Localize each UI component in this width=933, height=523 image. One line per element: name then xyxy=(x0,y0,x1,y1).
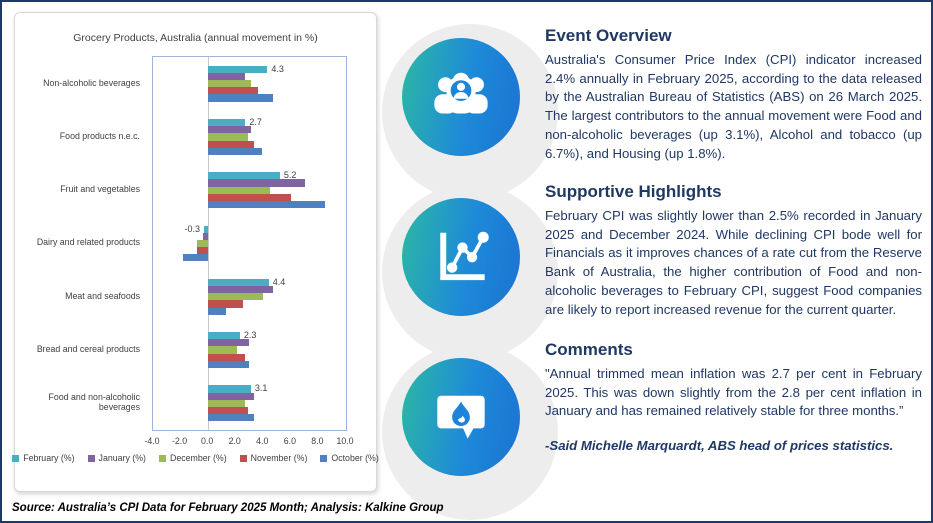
bar-february xyxy=(204,225,209,233)
bar-february xyxy=(208,65,268,73)
bar-january xyxy=(202,232,209,240)
bar-december xyxy=(208,186,271,194)
bar-february xyxy=(208,332,240,340)
legend-swatch xyxy=(158,454,166,462)
legend-label: November (%) xyxy=(250,453,308,463)
section-comments: Comments "Annual trimmed mean inflation … xyxy=(545,340,922,456)
legend-swatch xyxy=(12,454,20,462)
bar-data-label: 4.3 xyxy=(271,63,284,74)
bar-january xyxy=(208,339,250,347)
bar-december xyxy=(197,239,209,248)
bar-october xyxy=(183,254,209,262)
legend-item: January (%) xyxy=(87,453,146,463)
x-tick-label: -2.0 xyxy=(171,436,188,446)
x-tick-label: 6.0 xyxy=(283,436,296,446)
bar-data-label: -0.3 xyxy=(184,223,200,234)
bar-february xyxy=(208,172,280,180)
category-label: Fruit and vegetables xyxy=(60,184,140,195)
legend-label: October (%) xyxy=(331,453,379,463)
bar-december xyxy=(208,80,251,88)
x-tick-label: 0.0 xyxy=(201,436,214,446)
chart-card: Grocery Products, Australia (annual move… xyxy=(12,12,379,492)
category-label: Meat and seafoods xyxy=(65,290,140,301)
bar-january xyxy=(208,126,251,134)
section-body: Australia's Consumer Price Index (CPI) i… xyxy=(545,52,922,161)
section-body: "Annual trimmed mean inflation was 2.7 p… xyxy=(545,366,922,419)
legend-item: October (%) xyxy=(320,453,379,463)
bar-data-label: 3.1 xyxy=(254,383,268,394)
bar-december xyxy=(208,293,264,301)
x-tick-label: -4.0 xyxy=(144,436,160,446)
plot-area: 4.3 2.7 5.2 -0.3 4.4 2.3 3.1 xyxy=(152,56,347,431)
bar-october xyxy=(208,414,254,422)
legend-label: December (%) xyxy=(169,453,227,463)
bar-data-label: 2.3 xyxy=(243,330,257,341)
x-tick-label: 10.0 xyxy=(336,436,354,446)
quote-attribution: -Said Michelle Marquardt, ABS head of pr… xyxy=(545,438,894,454)
bar-october xyxy=(208,201,326,209)
bar-data-label: 2.7 xyxy=(249,116,262,127)
section-body: February CPI was slightly lower than 2.5… xyxy=(545,208,922,317)
section-supportive-highlights: Supportive Highlights February CPI was s… xyxy=(545,182,922,319)
category-label: Bread and cereal products xyxy=(36,344,140,355)
bar-data-label: 4.4 xyxy=(272,276,286,287)
bar-january xyxy=(208,285,273,294)
source-note: Source: Australia’s CPI Data for Februar… xyxy=(12,502,444,514)
zero-axis-line xyxy=(208,57,210,430)
bar-december xyxy=(208,346,238,354)
bar-november xyxy=(208,353,246,361)
bar-november xyxy=(208,300,243,308)
chart-title: Grocery Products, Australia (annual move… xyxy=(73,32,318,44)
bar-october xyxy=(208,94,273,102)
legend-swatch xyxy=(320,454,328,462)
event-overview-badge xyxy=(402,38,520,156)
x-tick-label: 8.0 xyxy=(311,436,324,446)
legend-swatch xyxy=(87,454,95,462)
bar-january xyxy=(208,72,246,81)
x-axis-ticks: -4.0 -2.0 0.0 2.0 4.0 6.0 8.0 10.0 xyxy=(144,436,353,448)
bar-data-label: 5.2 xyxy=(283,170,297,181)
bar-october xyxy=(208,147,262,155)
bar-january xyxy=(208,392,254,400)
comment-flame-icon xyxy=(424,378,498,457)
section-heading: Comments xyxy=(545,340,633,359)
legend-swatch xyxy=(239,454,247,462)
bar-december xyxy=(208,133,249,141)
bar-november xyxy=(197,247,209,255)
category-label: Food and non-alcoholic beverages xyxy=(48,392,140,413)
bar-october xyxy=(208,360,250,369)
chart-category-labels: Non-alcoholic beverages Food products n.e… xyxy=(21,56,147,429)
bar-november xyxy=(208,87,258,95)
bar-february xyxy=(208,385,251,393)
legend-item: November (%) xyxy=(239,453,308,463)
section-heading: Supportive Highlights xyxy=(545,182,722,201)
bar-february xyxy=(208,278,269,286)
bar-october xyxy=(208,307,227,315)
category-label: Non-alcoholic beverages xyxy=(43,77,140,88)
bar-february xyxy=(208,118,246,127)
line-chart-icon xyxy=(424,218,498,297)
category-label: Food products n.e.c. xyxy=(59,130,140,141)
section-event-overview: Event Overview Australia's Consumer Pric… xyxy=(545,26,922,163)
comments-badge xyxy=(402,358,520,476)
legend-label: January (%) xyxy=(98,453,146,463)
supportive-highlights-badge xyxy=(402,198,520,316)
bar-november xyxy=(208,193,291,201)
people-search-icon xyxy=(424,58,498,137)
legend-item: February (%) xyxy=(12,453,75,463)
legend-item: December (%) xyxy=(158,453,227,463)
chart-legend: February (%) January (%) December (%) Novem… xyxy=(12,453,379,463)
category-label: Dairy and related products xyxy=(36,237,140,248)
legend-label: February (%) xyxy=(23,453,75,463)
x-tick-label: 2.0 xyxy=(228,436,241,446)
bar-january xyxy=(208,179,305,187)
section-heading: Event Overview xyxy=(545,26,672,45)
bar-november xyxy=(208,406,249,415)
x-tick-label: 4.0 xyxy=(256,436,269,446)
bar-november xyxy=(208,140,254,148)
bar-december xyxy=(208,399,246,407)
